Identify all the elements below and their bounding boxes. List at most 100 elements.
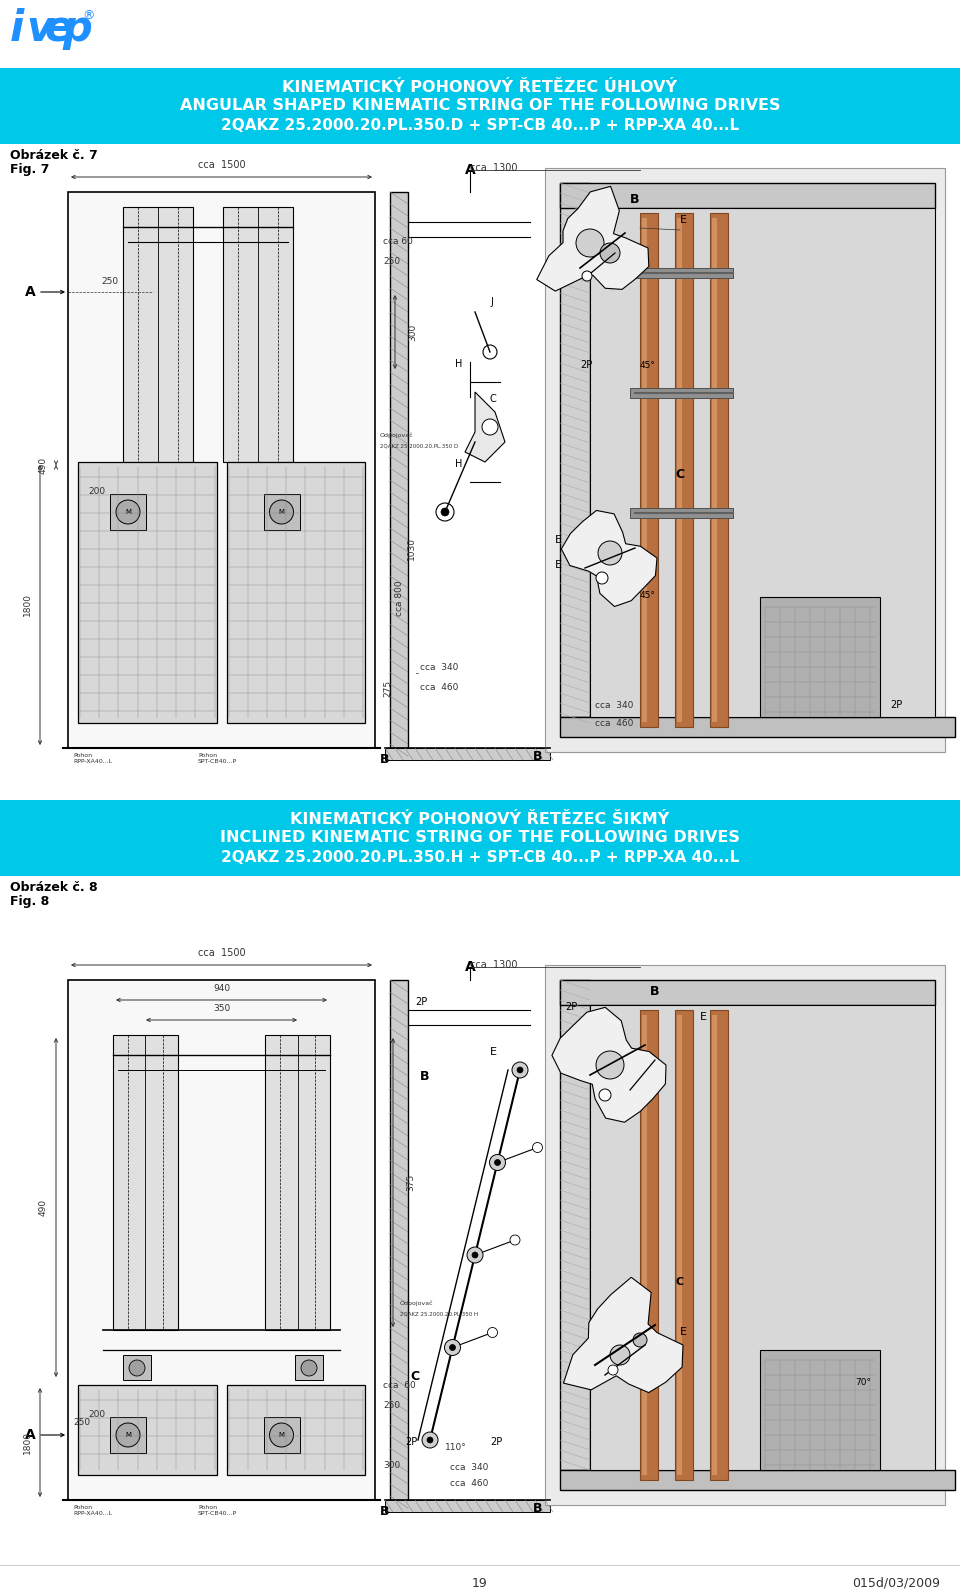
- Polygon shape: [562, 511, 657, 606]
- Text: M: M: [278, 1432, 284, 1438]
- Circle shape: [596, 571, 608, 584]
- Text: E: E: [680, 1326, 687, 1337]
- Circle shape: [610, 1345, 630, 1365]
- Text: 45°: 45°: [640, 361, 656, 370]
- Polygon shape: [552, 1007, 666, 1122]
- Circle shape: [633, 1333, 647, 1347]
- Text: 250: 250: [73, 1417, 90, 1427]
- Circle shape: [270, 500, 294, 523]
- Text: B: B: [650, 985, 660, 998]
- Text: Fig. 8: Fig. 8: [10, 895, 49, 908]
- Circle shape: [436, 503, 454, 520]
- Circle shape: [129, 1360, 145, 1376]
- Text: E: E: [555, 560, 562, 570]
- Text: Pohon
RPP-XA40...L: Pohon RPP-XA40...L: [73, 753, 112, 764]
- Text: cca  1500: cca 1500: [198, 160, 246, 171]
- Bar: [123, 1355, 151, 1381]
- Text: C: C: [675, 1277, 684, 1286]
- Text: Pohon
RPP-XA40...L: Pohon RPP-XA40...L: [73, 1505, 112, 1516]
- Circle shape: [608, 1365, 618, 1376]
- Text: A: A: [25, 1428, 36, 1443]
- Bar: [123, 207, 193, 461]
- Bar: [560, 184, 590, 717]
- Text: 2P: 2P: [890, 701, 902, 710]
- Text: H: H: [455, 460, 463, 469]
- Circle shape: [270, 1424, 294, 1448]
- Bar: [642, 1015, 647, 1475]
- Bar: [710, 212, 728, 728]
- Bar: [227, 1385, 365, 1475]
- Text: KINEMATICKÝ POHONOVÝ ŘETĚZEC ŠIKMÝ: KINEMATICKÝ POHONOVÝ ŘETĚZEC ŠIKMÝ: [290, 812, 670, 827]
- Text: 2P: 2P: [580, 361, 592, 370]
- Bar: [68, 980, 375, 1500]
- Bar: [113, 1034, 178, 1329]
- Bar: [110, 1417, 146, 1452]
- Circle shape: [422, 1432, 438, 1448]
- Bar: [760, 597, 880, 717]
- Text: 200: 200: [88, 1409, 106, 1419]
- Text: 015d/03/2009: 015d/03/2009: [852, 1577, 940, 1590]
- Bar: [630, 508, 733, 519]
- Text: 940: 940: [213, 985, 230, 993]
- Text: cca  1500: cca 1500: [198, 948, 246, 958]
- Bar: [712, 219, 717, 721]
- Text: ®: ®: [82, 10, 94, 22]
- Bar: [640, 212, 658, 728]
- Bar: [223, 207, 293, 461]
- Text: KINEMATICKÝ POHONOVÝ ŘETĚZEC ÚHLOVÝ: KINEMATICKÝ POHONOVÝ ŘETĚZEC ÚHLOVÝ: [282, 80, 678, 96]
- Circle shape: [599, 1088, 611, 1101]
- Bar: [630, 388, 733, 397]
- Text: M: M: [125, 1432, 131, 1438]
- Text: E: E: [555, 535, 562, 544]
- Circle shape: [483, 345, 497, 359]
- Bar: [295, 1355, 323, 1381]
- Circle shape: [596, 1052, 624, 1079]
- Text: E: E: [680, 215, 687, 225]
- Text: M: M: [278, 509, 284, 516]
- Text: cca  1300: cca 1300: [470, 961, 517, 970]
- Text: 1800: 1800: [23, 594, 32, 616]
- Text: Pohon
SPT-CB40...P: Pohon SPT-CB40...P: [198, 753, 237, 764]
- Text: B: B: [380, 1505, 390, 1518]
- Text: cca  340: cca 340: [595, 701, 634, 710]
- Text: 2QAKZ 25.2000.20.PL.350.D + SPT-CB 40...P + RPP-XA 40...L: 2QAKZ 25.2000.20.PL.350.D + SPT-CB 40...…: [221, 118, 739, 132]
- Circle shape: [482, 420, 498, 436]
- Circle shape: [116, 500, 140, 523]
- Bar: [640, 1010, 658, 1479]
- Circle shape: [467, 1246, 483, 1262]
- Text: 300: 300: [383, 1460, 400, 1470]
- Bar: [590, 1005, 935, 1470]
- Bar: [263, 495, 300, 530]
- Circle shape: [116, 1424, 140, 1448]
- Bar: [227, 461, 365, 723]
- Text: cca  460: cca 460: [420, 683, 458, 693]
- Text: 2P: 2P: [490, 1436, 502, 1448]
- Text: 19: 19: [472, 1577, 488, 1590]
- Text: p: p: [62, 8, 92, 49]
- Text: Odpojovač: Odpojovač: [380, 433, 414, 437]
- Bar: [265, 1034, 330, 1329]
- Text: 2P: 2P: [405, 1436, 418, 1448]
- Text: 200: 200: [88, 487, 106, 496]
- Polygon shape: [537, 187, 649, 290]
- Text: 2QAKZ 25.2000.20.PL.350 H: 2QAKZ 25.2000.20.PL.350 H: [400, 1312, 478, 1317]
- Text: C: C: [490, 394, 496, 404]
- Circle shape: [490, 1154, 506, 1170]
- Circle shape: [576, 228, 604, 257]
- Bar: [560, 980, 935, 1005]
- Bar: [385, 1500, 550, 1511]
- Circle shape: [427, 1436, 433, 1443]
- Polygon shape: [564, 1277, 683, 1393]
- Text: 490: 490: [39, 1199, 48, 1216]
- Bar: [677, 1015, 682, 1475]
- Text: cca  60: cca 60: [383, 1381, 416, 1390]
- Bar: [712, 1015, 717, 1475]
- Text: Obrázek č. 7: Obrázek č. 7: [10, 148, 98, 163]
- Text: Odpojovač: Odpojovač: [400, 1301, 434, 1306]
- Circle shape: [517, 1068, 523, 1073]
- Bar: [68, 192, 375, 749]
- Bar: [390, 192, 408, 749]
- Text: H: H: [455, 359, 463, 369]
- Bar: [560, 717, 955, 737]
- Text: 300: 300: [408, 324, 417, 340]
